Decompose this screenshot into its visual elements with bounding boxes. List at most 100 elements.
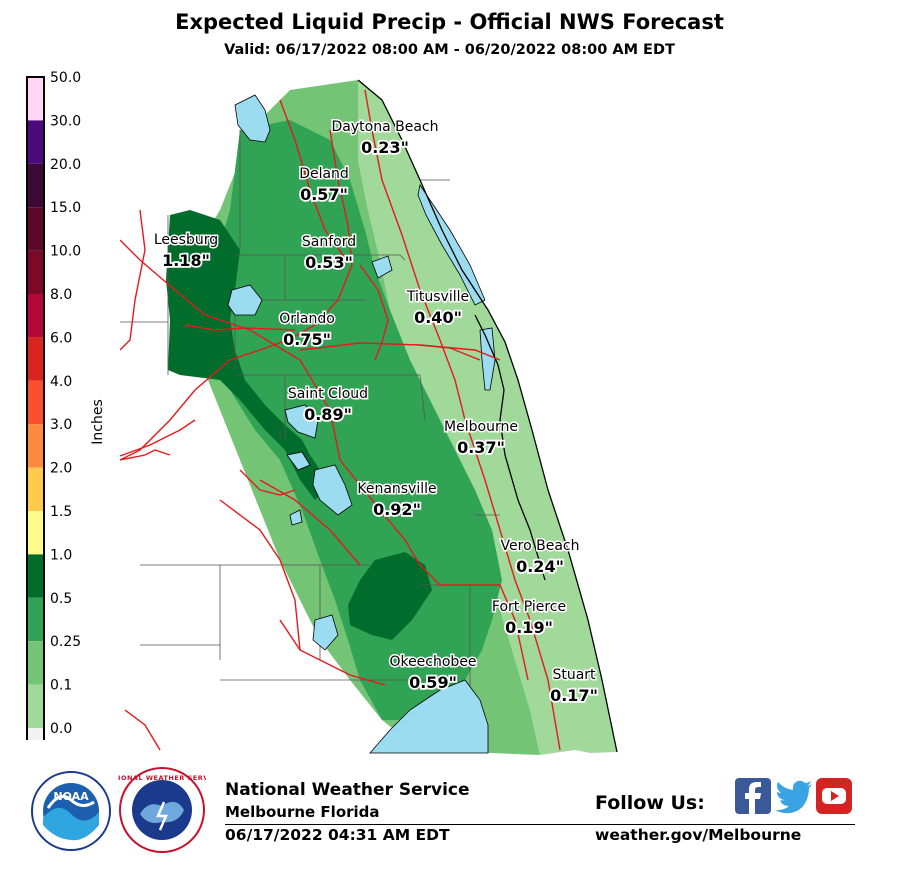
legend-swatch bbox=[27, 337, 44, 381]
sr-50 bbox=[184, 324, 296, 331]
indian-river-lagoon-south bbox=[479, 327, 496, 391]
sr-417 bbox=[359, 264, 389, 361]
legend-swatch bbox=[27, 728, 44, 740]
youtube-icon[interactable] bbox=[816, 778, 852, 814]
lake-george bbox=[234, 94, 271, 143]
valid-period: Valid: 06/17/2022 08:00 AM - 06/20/2022 … bbox=[224, 42, 675, 58]
atlantic-coast bbox=[357, 79, 618, 753]
legend-swatch bbox=[27, 77, 44, 121]
legend-swatch bbox=[27, 207, 44, 251]
us-27 bbox=[120, 209, 296, 496]
city-precip-value: 0.37" bbox=[457, 438, 505, 457]
legend-swatch bbox=[27, 424, 44, 468]
legend-swatch bbox=[27, 250, 44, 294]
city-precip-value: 0.89" bbox=[304, 405, 352, 424]
city-name: Deland bbox=[299, 166, 349, 182]
legend-label: 6.0 bbox=[50, 330, 72, 346]
lake-jesup bbox=[371, 255, 393, 279]
page-title: Expected Liquid Precip - Official NWS Fo… bbox=[175, 10, 724, 34]
legend-label: 0.0 bbox=[50, 721, 72, 737]
city-precip-value: 0.57" bbox=[300, 185, 348, 204]
legend-label: 15.0 bbox=[50, 200, 81, 216]
nws-seal: NATIONAL WEATHER SERVICE bbox=[118, 767, 206, 853]
legend-label: 50.0 bbox=[50, 70, 81, 86]
lake-istokpoga bbox=[312, 614, 339, 651]
coastline bbox=[357, 79, 618, 753]
legend-swatch bbox=[27, 163, 44, 208]
legend-label: 4.0 bbox=[50, 374, 72, 390]
city-precip-value: 0.19" bbox=[505, 618, 553, 637]
legend-label: 0.25 bbox=[50, 634, 81, 650]
legend-bins: 50.0 30.0 20.0 15.0 10.0 8.0 6.0 4.0 3.0 2.0 1.5 1.… bbox=[26, 70, 81, 740]
office-location: Melbourne Florida bbox=[225, 803, 380, 821]
city-precip-value: 0.23" bbox=[361, 138, 409, 157]
lake-tohopekaliga bbox=[284, 404, 319, 439]
legend-swatch bbox=[27, 511, 44, 555]
legend-label: 1.0 bbox=[50, 547, 72, 563]
legend-label: 3.0 bbox=[50, 417, 72, 433]
city-name: Stuart bbox=[552, 667, 596, 683]
sr-60 bbox=[120, 419, 361, 566]
city-name: Sanford bbox=[302, 234, 356, 250]
city-name: Melbourne bbox=[444, 419, 518, 435]
us-98 bbox=[124, 709, 161, 751]
us-17 bbox=[279, 99, 346, 259]
city-precip-value: 0.17" bbox=[550, 686, 598, 705]
city-name: Okeechobee bbox=[389, 654, 476, 670]
lake-kissimmee bbox=[312, 464, 353, 516]
barrier-island bbox=[474, 314, 546, 581]
legend-swatch bbox=[27, 467, 44, 511]
website-link[interactable]: weather.gov/Melbourne bbox=[595, 826, 802, 844]
legend-unit-label: Inches bbox=[90, 399, 106, 444]
nws-seal-text: NATIONAL WEATHER SERVICE bbox=[118, 774, 206, 782]
city-precip-value: 1.18" bbox=[162, 251, 210, 270]
city-name: Saint Cloud bbox=[288, 386, 368, 402]
legend-swatch bbox=[27, 294, 44, 338]
legend-label: 0.5 bbox=[50, 591, 72, 607]
legend-label: 10.0 bbox=[50, 244, 81, 260]
city-precip-value: 0.92" bbox=[373, 500, 421, 519]
city-name: Titusville bbox=[406, 289, 469, 305]
precip-legend: 50.0 30.0 20.0 15.0 10.0 8.0 6.0 4.0 3.0 2.0 1.5 1.… bbox=[26, 70, 106, 740]
legend-label: 2.0 bbox=[50, 461, 72, 477]
lake-harris bbox=[227, 284, 263, 316]
city-precip-value: 0.40" bbox=[414, 308, 462, 327]
sr-528-east bbox=[419, 344, 481, 361]
legend-label: 0.1 bbox=[50, 678, 72, 694]
city-name: Kenansville bbox=[357, 481, 436, 497]
legend-frame bbox=[26, 76, 45, 740]
city-precip-value: 0.59" bbox=[409, 673, 457, 692]
legend-swatch bbox=[27, 684, 44, 728]
noaa-logo-text: NOAA bbox=[53, 790, 89, 803]
lake-marian bbox=[289, 509, 303, 526]
zone-medium-green bbox=[200, 120, 502, 720]
legend-swatch bbox=[27, 120, 44, 164]
legend-label: 8.0 bbox=[50, 287, 72, 303]
follow-label: Follow Us: bbox=[595, 792, 705, 814]
legend-label: 30.0 bbox=[50, 113, 81, 129]
legend-swatch bbox=[27, 597, 44, 642]
city-name: Daytona Beach bbox=[332, 119, 439, 135]
city-name: Fort Pierce bbox=[492, 599, 566, 615]
legend-swatch bbox=[27, 554, 44, 598]
florida-turnpike bbox=[120, 239, 529, 681]
city-name: Orlando bbox=[279, 311, 335, 327]
legend-swatch bbox=[27, 641, 44, 685]
city-name: Vero Beach bbox=[501, 538, 580, 554]
city-labels: Daytona Beach 0.23" Deland 0.57" Leesburg 1.1… bbox=[152, 118, 599, 707]
footer-divider bbox=[225, 824, 855, 825]
city-name: Leesburg bbox=[154, 232, 218, 248]
city-precip-value: 0.53" bbox=[305, 253, 353, 272]
facebook-icon[interactable] bbox=[735, 778, 771, 814]
zone-dark-green-south bbox=[348, 552, 432, 640]
sr-70 bbox=[279, 619, 386, 686]
city-precip-value: 0.24" bbox=[516, 557, 564, 576]
lake-okeechobee bbox=[369, 679, 489, 754]
sr-441 bbox=[219, 499, 301, 651]
zone-light-green bbox=[358, 80, 617, 755]
noaa-logo: NOAA bbox=[31, 771, 111, 851]
interstate-4 bbox=[120, 129, 353, 461]
precip-map: Daytona Beach 0.23" Deland 0.57" Leesburg 1.1… bbox=[120, 79, 618, 755]
office-name: National Weather Service bbox=[225, 780, 470, 800]
twitter-icon[interactable] bbox=[774, 778, 814, 814]
